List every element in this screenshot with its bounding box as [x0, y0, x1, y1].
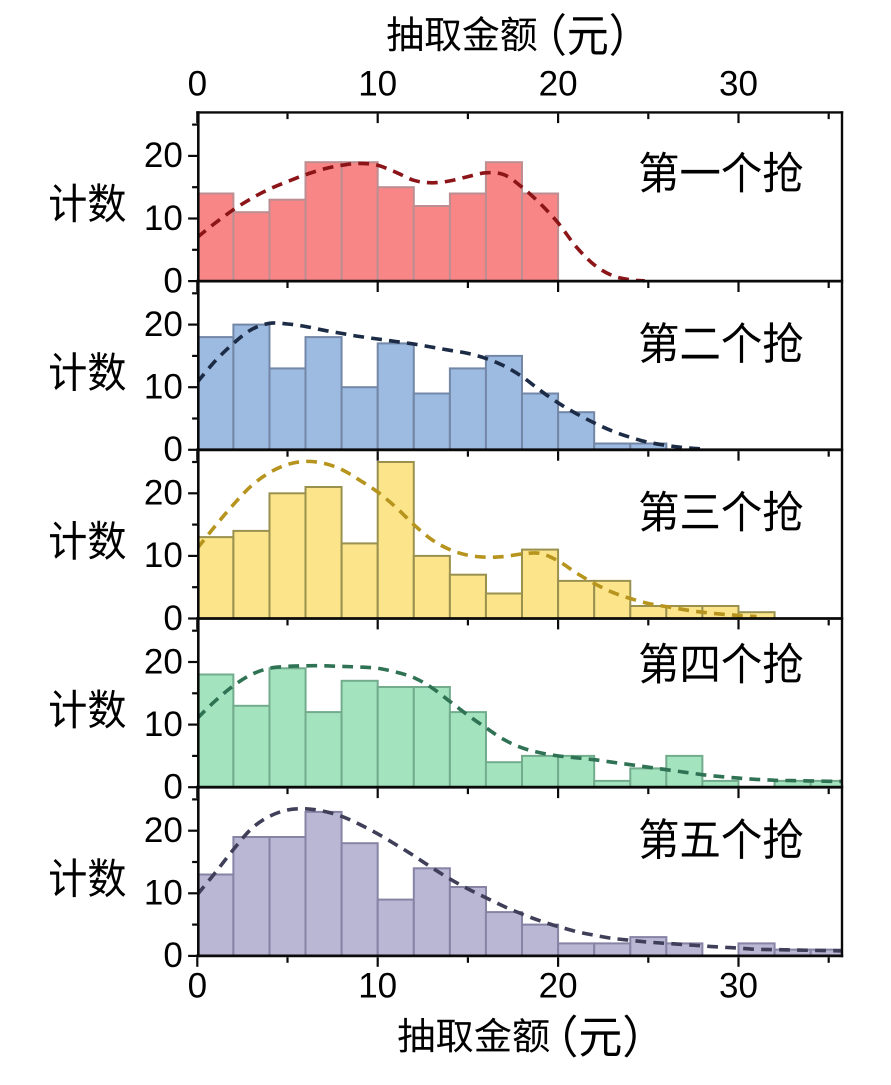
svg-text:10: 10 [144, 199, 183, 238]
svg-text:0: 0 [163, 768, 182, 807]
svg-text:20: 20 [539, 64, 578, 103]
svg-text:0: 0 [188, 64, 207, 103]
svg-text:10: 10 [358, 967, 397, 1006]
svg-text:20: 20 [144, 136, 183, 175]
svg-text:10: 10 [358, 64, 397, 103]
svg-text:0: 0 [163, 430, 182, 469]
svg-text:20: 20 [144, 474, 183, 513]
svg-text:20: 20 [539, 967, 578, 1006]
svg-text:0: 0 [163, 599, 182, 638]
svg-text:30: 30 [719, 64, 758, 103]
svg-text:10: 10 [144, 705, 183, 744]
svg-text:20: 20 [144, 811, 183, 850]
svg-text:0: 0 [163, 261, 182, 300]
svg-text:20: 20 [144, 305, 183, 344]
svg-text:10: 10 [144, 874, 183, 913]
svg-text:10: 10 [144, 536, 183, 575]
svg-text:10: 10 [144, 368, 183, 407]
svg-text:20: 20 [144, 642, 183, 681]
svg-text:0: 0 [163, 936, 182, 975]
svg-text:0: 0 [188, 967, 207, 1006]
svg-text:30: 30 [719, 967, 758, 1006]
